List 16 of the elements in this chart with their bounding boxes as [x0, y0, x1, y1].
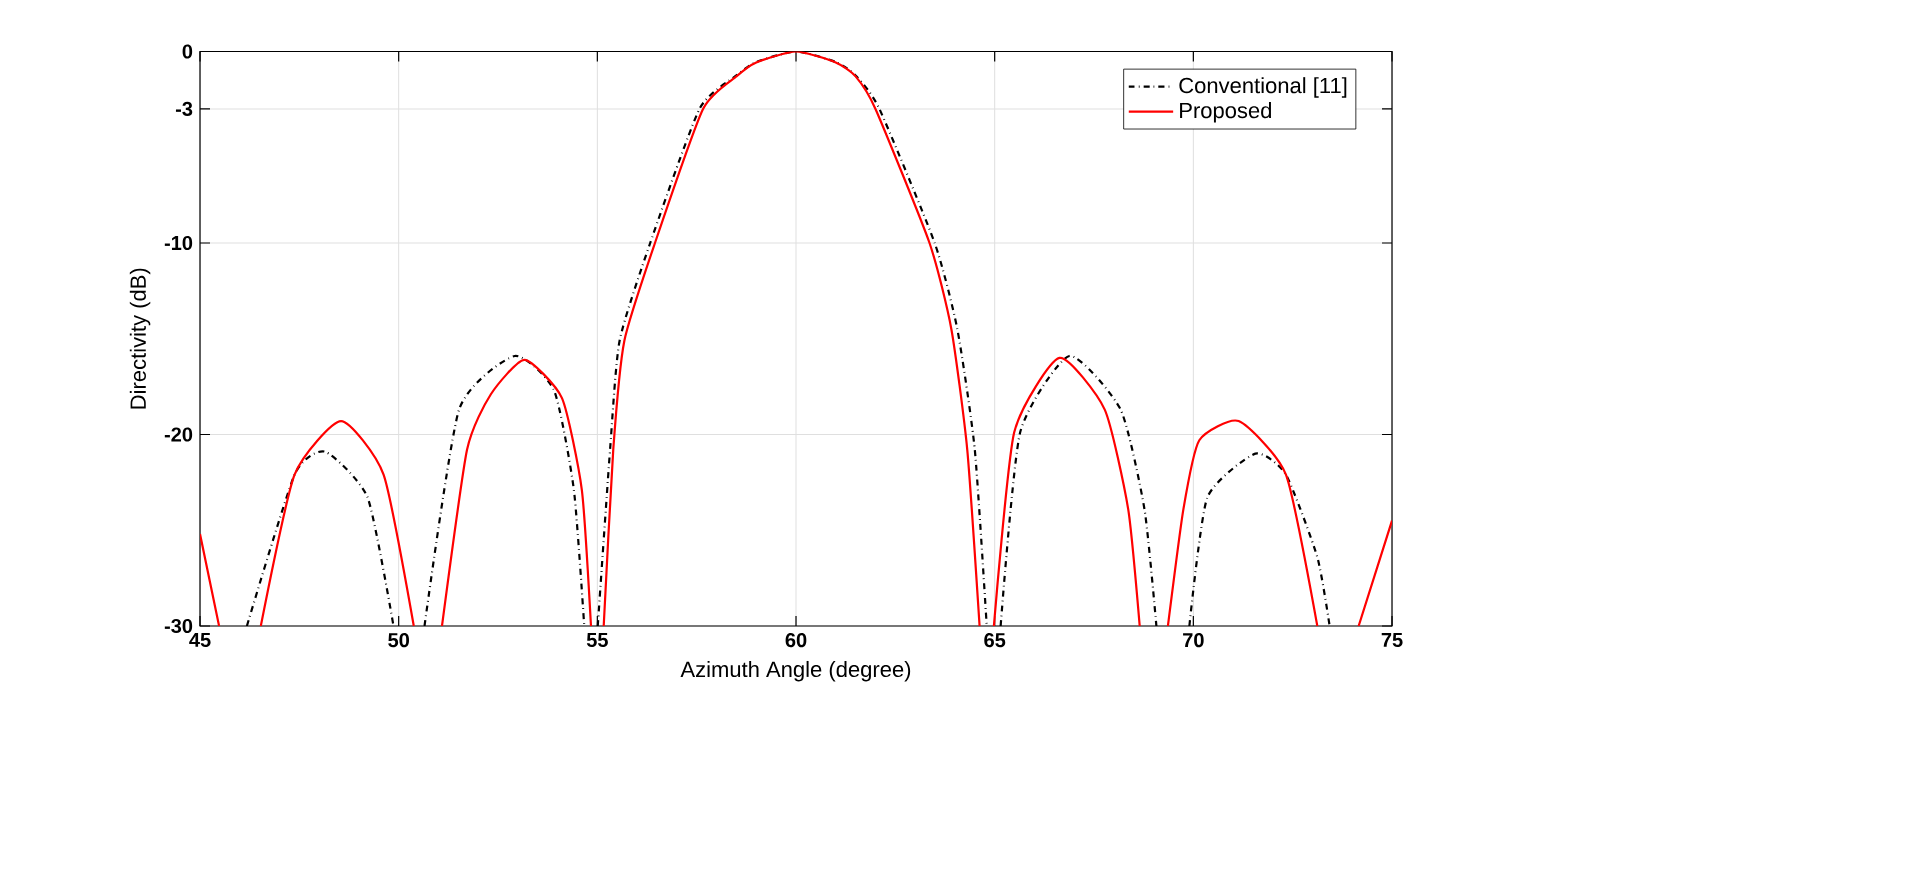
legend-label: Proposed [1180, 102, 1272, 123]
x-tick-label: 65 [984, 633, 1006, 648]
x-tick-label: 45 [189, 633, 211, 648]
legend-label: Conventional [11] [1179, 77, 1347, 98]
x-tick-label: 50 [388, 633, 409, 648]
y-tick-label: -3 [175, 101, 193, 117]
y-tick-label: 0 [182, 44, 193, 59]
x-tick-label: 60 [785, 633, 807, 648]
x-tick-label: 75 [1381, 633, 1403, 648]
y-axis-title: Directivity (dB) [129, 268, 151, 409]
y-tick-label: -30 [164, 618, 193, 634]
x-tick-label: 70 [1183, 633, 1204, 648]
y-tick-label: -10 [164, 235, 193, 251]
x-tick-label: 55 [586, 633, 608, 648]
x-axis-title: Azimuth Angle (degree) [680, 660, 911, 682]
y-tick-label: -20 [164, 427, 193, 442]
